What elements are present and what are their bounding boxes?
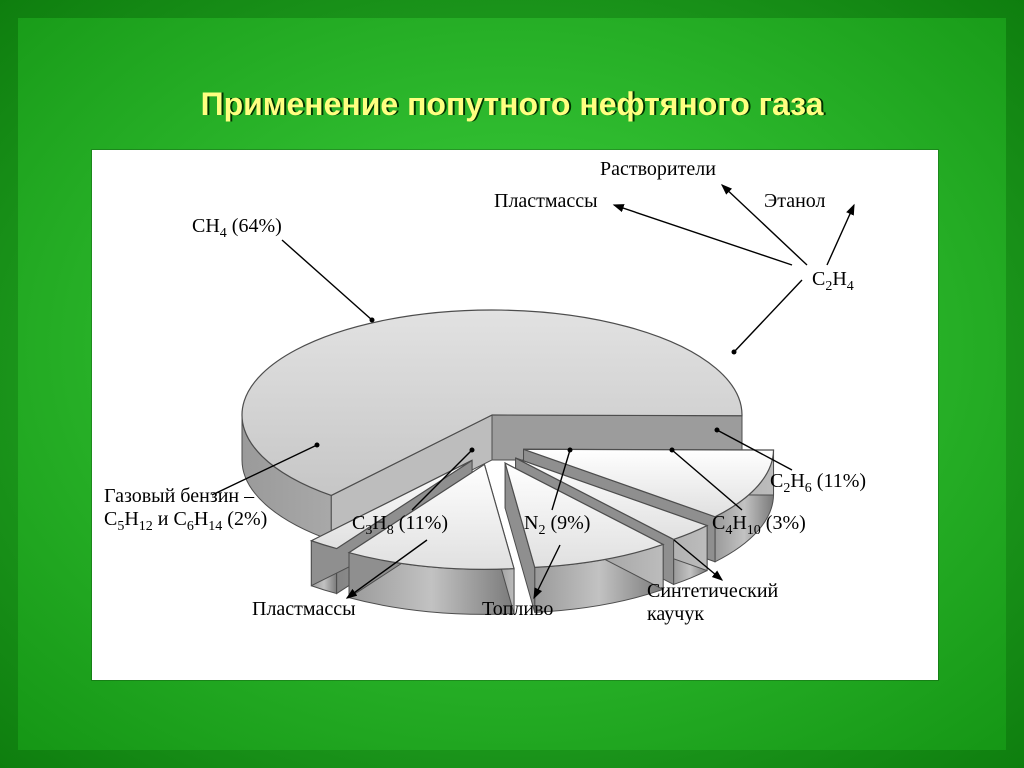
pointer-line <box>734 280 802 352</box>
label-c2h6: C2H6 (11%) <box>770 470 866 497</box>
label-c4h10: C4H10 (3%) <box>712 512 806 539</box>
label-c3h8: C3H8 (11%) <box>352 512 448 539</box>
pointer-line <box>827 205 854 265</box>
label-gasoline: Газовый бензин –C5H12 и C6H14 (2%) <box>104 485 267 535</box>
pointer-line <box>614 205 792 265</box>
label-rubber: Синтетическийкаучук <box>647 580 778 626</box>
label-ch4: CH4 (64%) <box>192 215 282 242</box>
chart-panel: CH4 (64%)РастворителиПластмассыЭтанолC2H… <box>92 150 938 680</box>
slide-root: Применение попутного нефтяного газа Прим… <box>0 0 1024 768</box>
label-n2: N2 (9%) <box>524 512 590 539</box>
label-ethanol: Этанол <box>764 190 825 213</box>
label-plastics_bottom: Пластмассы <box>252 598 356 621</box>
slide-title: Применение попутного нефтяного газа <box>0 86 1024 123</box>
label-c2h4: C2H4 <box>812 268 854 295</box>
label-fuel: Топливо <box>482 598 553 621</box>
label-plastics_top: Пластмассы <box>494 190 598 213</box>
label-solvents: Растворители <box>600 158 716 181</box>
pointer-line <box>282 240 372 320</box>
